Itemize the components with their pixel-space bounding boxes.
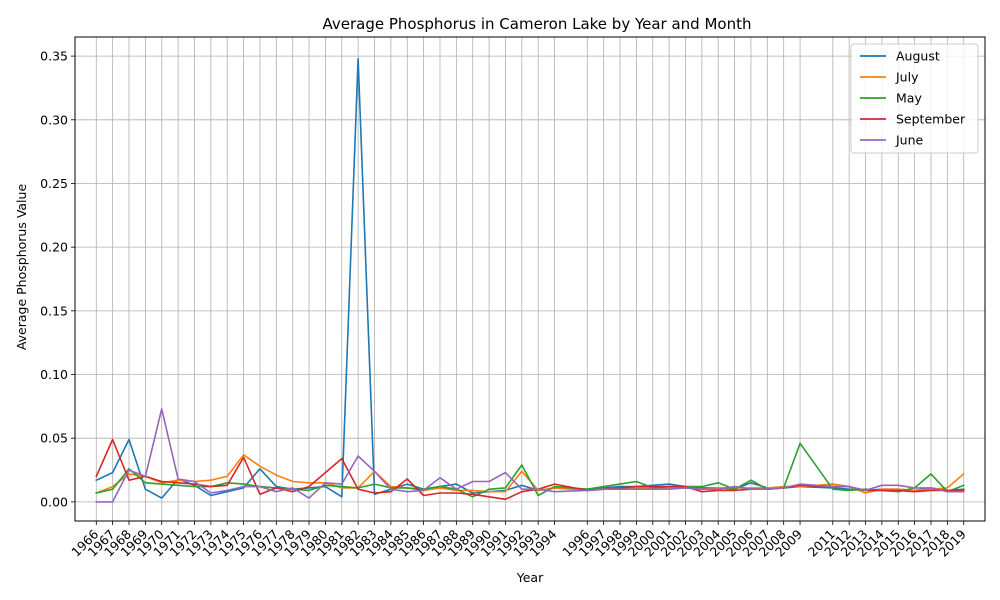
chart-title: Average Phosphorus in Cameron Lake by Ye… [322, 15, 751, 33]
series-lines [95, 57, 965, 503]
series-line-june [95, 408, 965, 503]
legend-label: September [896, 112, 966, 127]
y-axis-label: Average Phosphorus Value [14, 184, 29, 351]
y-tick-label: 0.00 [40, 494, 68, 509]
plot-frame [74, 36, 986, 522]
y-tick-label: 0.05 [40, 431, 68, 446]
x-axis-label: Year [516, 570, 544, 585]
legend-label: July [895, 70, 919, 85]
y-tick-label: 0.35 [40, 49, 68, 64]
legend: August July May September June [850, 43, 979, 154]
grid [75, 37, 985, 521]
x-axis-ticks: 1966196719681969197019711972197319741975… [68, 521, 969, 560]
y-axis-ticks: 0.00 0.05 0.10 0.15 0.20 0.25 0.30 0.35 [40, 49, 75, 509]
legend-label: May [896, 91, 922, 106]
y-tick-label: 0.15 [40, 303, 68, 318]
legend-label: June [895, 133, 924, 148]
y-tick-label: 0.20 [40, 240, 68, 255]
y-tick-label: 0.30 [40, 112, 68, 127]
y-tick-label: 0.25 [40, 176, 68, 191]
y-tick-label: 0.10 [40, 367, 68, 382]
legend-label: August [896, 49, 940, 64]
series-line-august [95, 57, 965, 499]
legend-box [850, 43, 979, 154]
series-line-may [95, 442, 965, 498]
